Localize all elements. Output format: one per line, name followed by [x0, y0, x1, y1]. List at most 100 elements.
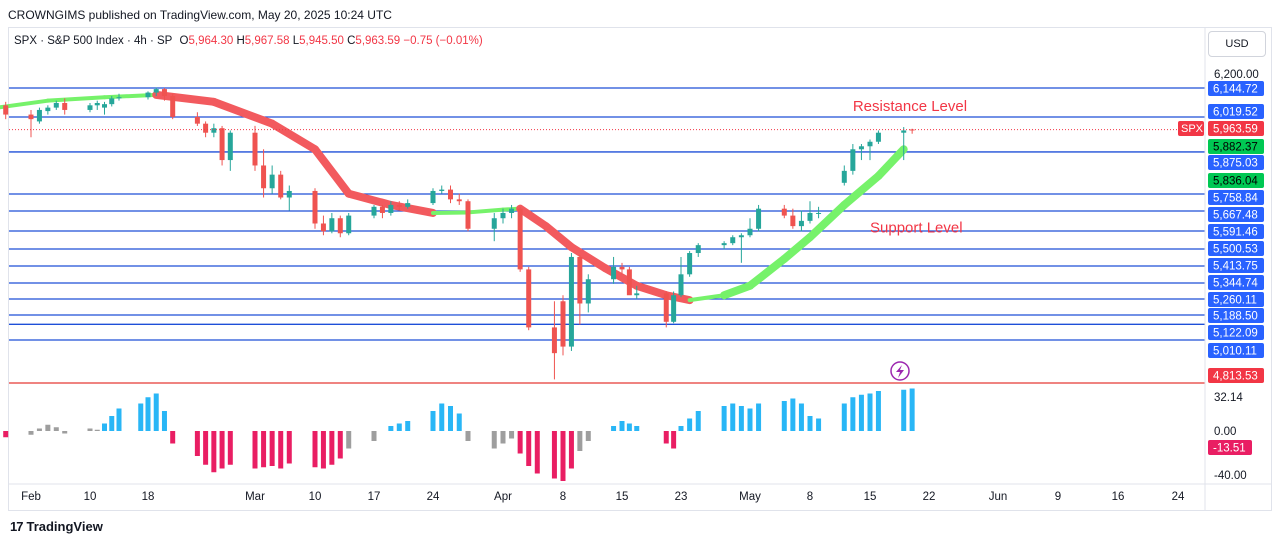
symbol-tag	[1178, 121, 1204, 136]
level-price-badge	[1208, 275, 1264, 290]
level-price-label: 5,010.11	[1213, 346, 1257, 358]
candle-body	[781, 208, 787, 216]
candle-body	[379, 206, 385, 213]
time-axis-label: 22	[923, 491, 936, 503]
histogram-bar	[396, 423, 402, 431]
candle-body	[626, 269, 632, 296]
open-label: O	[179, 35, 189, 47]
bear-ribbon-segment	[632, 281, 671, 300]
histogram-bar	[203, 431, 209, 465]
close-label: C	[347, 35, 356, 47]
histogram-bar	[116, 408, 122, 431]
candle-body	[850, 149, 856, 171]
histogram-bar	[500, 431, 506, 444]
candle-body	[388, 204, 394, 213]
histogram-bar	[626, 423, 632, 431]
histogram-bar	[517, 431, 523, 454]
candle-body	[663, 293, 669, 322]
candle-body	[619, 266, 625, 270]
current-price-badge	[1208, 121, 1264, 136]
bear-ribbon-segment	[311, 145, 353, 198]
current-price-label: 5,963.59	[1213, 124, 1258, 136]
symbol-info[interactable]: SPX · S&P 500 Index · 4h · SP	[14, 35, 173, 47]
bull-ribbon-segment	[806, 200, 849, 242]
level-price-badge	[1208, 368, 1264, 383]
histogram-bar	[227, 431, 233, 465]
level-price-label: 5,836.04	[1213, 176, 1258, 188]
level-price-badge	[1208, 308, 1264, 323]
histogram-bar	[526, 431, 532, 466]
candle-body	[145, 92, 151, 98]
bull-ribbon-segment	[45, 95, 107, 103]
candle-body	[109, 98, 115, 105]
level-price-badge	[1208, 104, 1264, 119]
histogram-bar	[45, 424, 51, 431]
time-axis-label: Feb	[21, 491, 41, 503]
level-price-badge	[1208, 139, 1264, 154]
level-price-label: 6,144.72	[1213, 84, 1258, 96]
candle-body	[730, 237, 736, 244]
candle-body	[278, 174, 284, 198]
price-axis-tick: 6,200.00	[1214, 69, 1259, 81]
bear-ribbon-segment	[209, 97, 277, 128]
open-value: 5,964.30	[188, 35, 234, 47]
histogram-bar	[286, 431, 292, 464]
candle-body	[634, 293, 640, 296]
histogram-bar	[3, 431, 9, 438]
bear-ribbon-segment	[567, 243, 610, 273]
histogram-bar	[841, 403, 847, 431]
histogram-bar	[456, 413, 462, 431]
bull-ribbon-segment	[466, 207, 505, 215]
histogram-bar	[850, 397, 856, 431]
histogram-bar	[252, 431, 258, 469]
level-price-label: 5,875.03	[1213, 158, 1258, 170]
level-price-badge	[1208, 241, 1264, 256]
time-axis-label: 23	[675, 491, 688, 503]
histogram-axis-tick: 0.00	[1214, 426, 1236, 438]
histogram-bar	[439, 403, 445, 431]
histogram-bar	[671, 431, 677, 449]
time-axis-label: May	[739, 491, 761, 503]
histogram-bar	[153, 393, 159, 431]
candle-body	[517, 208, 523, 270]
candle-body	[405, 203, 411, 207]
bear-ribbon-segment	[516, 204, 550, 231]
time-axis-label: 8	[807, 491, 813, 503]
level-price-badge	[1208, 325, 1264, 340]
time-axis-label: 8	[560, 491, 566, 503]
candle-body	[87, 105, 93, 110]
candle-body	[269, 174, 275, 189]
histogram-bar	[371, 431, 377, 441]
candle-body	[695, 245, 701, 254]
close-value: 5,963.59	[355, 35, 401, 47]
candle-body	[161, 89, 167, 97]
candle-body	[875, 132, 881, 142]
level-price-label: 5,591.46	[1213, 227, 1258, 239]
candle-body	[203, 123, 209, 133]
candle-body	[551, 327, 557, 354]
resistance-label: Resistance Level	[853, 98, 967, 115]
level-price-badge	[1208, 224, 1264, 239]
bear-ribbon-segment	[268, 119, 319, 154]
histogram-bar	[551, 431, 557, 479]
currency-button[interactable]: USD	[1208, 31, 1266, 57]
histogram-bar	[816, 418, 822, 431]
tradingview-logo[interactable]: 17 TradingView	[10, 519, 103, 534]
bull-ribbon-segment	[687, 293, 727, 303]
time-axis-label: 24	[427, 491, 440, 503]
histogram-bar	[346, 431, 352, 449]
high-label: H	[236, 35, 245, 47]
bull-ribbon-segment	[840, 172, 883, 209]
bull-ribbon-segment	[431, 210, 470, 215]
histogram-bar	[867, 393, 873, 431]
candle-body	[687, 253, 693, 275]
histogram-bar	[430, 411, 436, 431]
candle-body	[116, 97, 122, 99]
histogram-bar	[901, 389, 907, 431]
histogram-bar	[28, 431, 34, 435]
bull-ribbon-segment	[720, 281, 754, 300]
histogram-bar	[405, 421, 411, 431]
bear-ribbon-segment	[541, 222, 576, 252]
histogram-bar	[278, 431, 284, 469]
